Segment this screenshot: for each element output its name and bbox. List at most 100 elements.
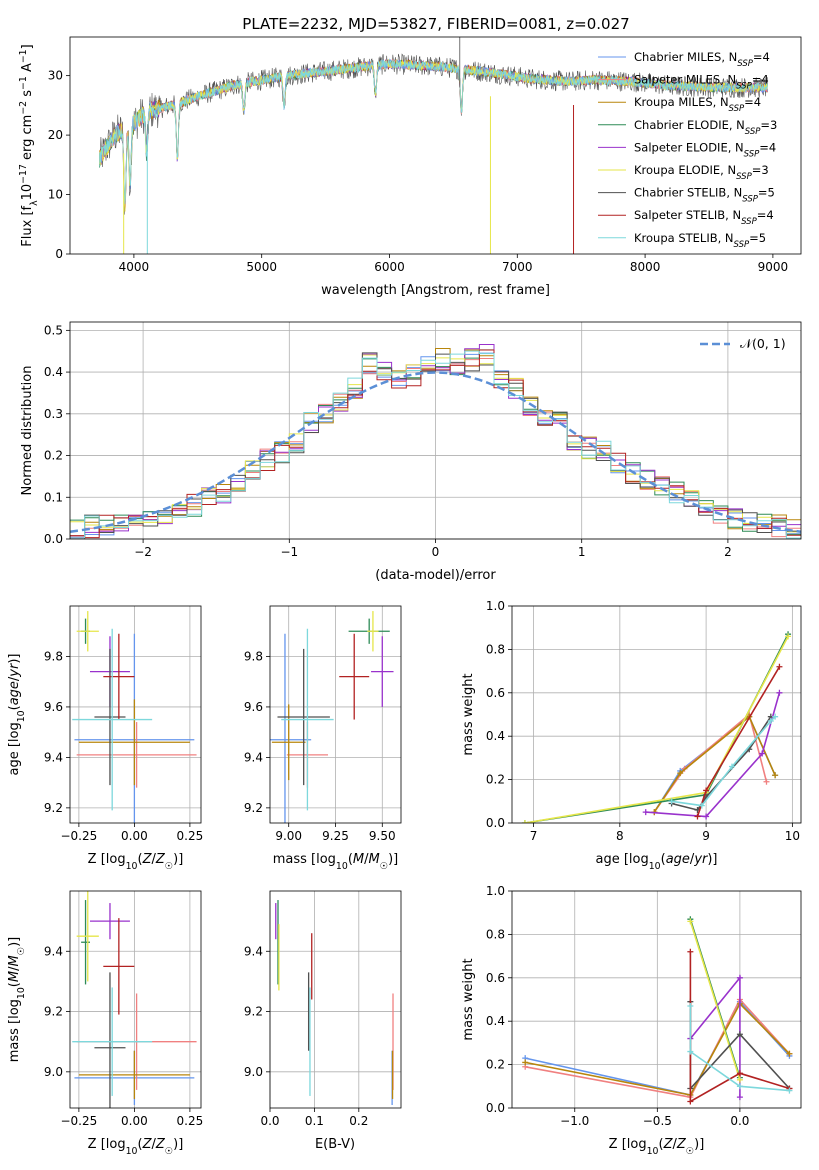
legend-label-part: Chabrier ELODIE, N xyxy=(634,118,745,132)
data-point xyxy=(642,809,649,816)
label-part: 10 xyxy=(126,861,138,872)
y-tick-label: 9.2 xyxy=(244,801,263,815)
axes-frame xyxy=(511,890,802,1109)
x-tick-label: 2 xyxy=(724,545,732,559)
label-part: )] xyxy=(173,852,183,867)
y-tick-label: 0 xyxy=(55,247,63,261)
legend-label-part: Salpeter STELIB, N xyxy=(634,208,741,222)
label-part: ( xyxy=(659,1137,664,1152)
panel-mass-vs-Z: −0.25 0.00 0.259.09.29.4Z [log10(Z/Z☉)]mas… xyxy=(7,890,203,1157)
x-tick-label: 8 xyxy=(616,829,624,843)
x-axis-label: (data-model)/error xyxy=(375,568,496,583)
x-tick-label: −1 xyxy=(280,545,298,559)
y-axis-label: age [log10(age/yr)] xyxy=(7,653,27,775)
y-tick-label: 0.6 xyxy=(486,971,505,985)
data-point xyxy=(772,713,779,720)
legend-label-part: =4 xyxy=(753,50,770,64)
label-part: λ xyxy=(29,200,40,206)
plot-area xyxy=(522,916,793,1105)
legend-label-part: Chabrier STELIB, N xyxy=(634,186,742,200)
panel-mass-vs-ebv: 0.0 0.1 0.2 9.0 9.2 9.4 E(B-V) xyxy=(244,890,402,1152)
axes-frame xyxy=(511,605,802,824)
series-line xyxy=(653,715,776,813)
label-part: 10 xyxy=(647,1146,659,1157)
label-part: / xyxy=(690,852,695,867)
data-point xyxy=(736,1076,743,1083)
legend-label-part: Chabrier MILES, N xyxy=(634,50,737,64)
y-tick-label: 9.0 xyxy=(244,1065,263,1079)
y-tick-label: 0.0 xyxy=(486,816,505,830)
data-point xyxy=(703,813,710,820)
x-tick-label: 1 xyxy=(578,545,586,559)
label-part: mass [log xyxy=(7,999,22,1062)
x-tick-label: 0.25 xyxy=(177,829,204,843)
plot-area xyxy=(72,611,197,823)
data-point xyxy=(698,802,705,809)
label-part: erg cm xyxy=(20,115,35,164)
label-part: ☉ xyxy=(165,861,173,872)
label-part: ( xyxy=(7,982,22,987)
label-part: )] xyxy=(694,1137,704,1152)
label-part: A xyxy=(20,63,35,76)
legend-label-part: SSP xyxy=(736,82,752,92)
label-part: Z xyxy=(155,1137,166,1152)
label-part: mass [log xyxy=(273,852,336,867)
label-part: −1 xyxy=(18,49,29,63)
data-point xyxy=(736,1031,743,1038)
label-part: ☉ xyxy=(165,1146,173,1157)
y-axis-label: mass [log10(M/M☉)] xyxy=(7,937,27,1063)
x-tick-label: −2 xyxy=(134,545,152,559)
plot-area xyxy=(70,344,801,539)
y-axis-label: mass weight xyxy=(461,673,476,755)
y-tick-label: 9.4 xyxy=(44,944,63,958)
data-point xyxy=(687,918,694,925)
y-tick-label: 9.0 xyxy=(44,1065,63,1079)
plot-area xyxy=(99,37,768,254)
label-part: Z xyxy=(663,1137,674,1152)
label-part: M xyxy=(353,852,364,867)
x-tick-label: 0.0 xyxy=(730,1114,749,1128)
data-point xyxy=(763,778,770,785)
x-tick-label: 0.00 xyxy=(121,1114,148,1128)
legend-label-part: SSP xyxy=(734,240,750,250)
x-tick-label: 9000 xyxy=(758,260,789,274)
y-tick-label: 0.5 xyxy=(44,323,63,337)
label-part: age xyxy=(666,852,690,867)
histogram-step xyxy=(70,349,801,539)
label-part: 10 xyxy=(126,1146,138,1157)
legend-label-part: =5 xyxy=(749,231,766,245)
label-part: −17 xyxy=(18,164,29,184)
label-part: M xyxy=(7,971,22,982)
label-part: )] xyxy=(7,937,22,947)
spectrum-line xyxy=(99,59,768,205)
label-part: )] xyxy=(173,1137,183,1152)
data-point xyxy=(736,1083,743,1090)
y-tick-label: 1.0 xyxy=(486,599,505,613)
label-part: / xyxy=(151,1137,156,1152)
axes-frame xyxy=(269,890,402,1109)
x-axis-label: Z [log10(Z/Z☉)] xyxy=(88,1137,184,1157)
x-tick-label: 9.50 xyxy=(369,829,396,843)
label-part: / xyxy=(672,1137,677,1152)
legend-label-part: Kroupa STELIB, N xyxy=(634,231,734,245)
legend-label-part: SSP xyxy=(745,127,761,137)
series-line xyxy=(653,713,768,813)
legend-label-part: =4 xyxy=(744,95,761,109)
y-axis-label: Flux [fλ10−17 erg cm−2 s−1 A−1] xyxy=(18,44,40,246)
x-axis-label: Z [log10(Z/Z☉)] xyxy=(88,852,184,872)
legend-label-part: SSP xyxy=(729,104,745,114)
label-part: Z xyxy=(676,1137,687,1152)
series-line xyxy=(524,633,789,823)
data-point xyxy=(703,787,710,794)
legend-label-part: =4 xyxy=(759,140,776,154)
label-part: yr xyxy=(7,662,22,678)
x-axis-label: age [log10(age/yr)] xyxy=(595,852,717,872)
label-part: ( xyxy=(348,852,353,867)
legend-label-part: SSP xyxy=(737,59,753,69)
x-tick-label: −1.0 xyxy=(560,1114,589,1128)
x-tick-label: 0.00 xyxy=(121,829,148,843)
label-part: age [log xyxy=(595,852,648,867)
data-point xyxy=(776,689,783,696)
legend-label-part: Salpeter MILES, N xyxy=(634,73,736,87)
y-tick-label: 9.8 xyxy=(44,649,63,663)
